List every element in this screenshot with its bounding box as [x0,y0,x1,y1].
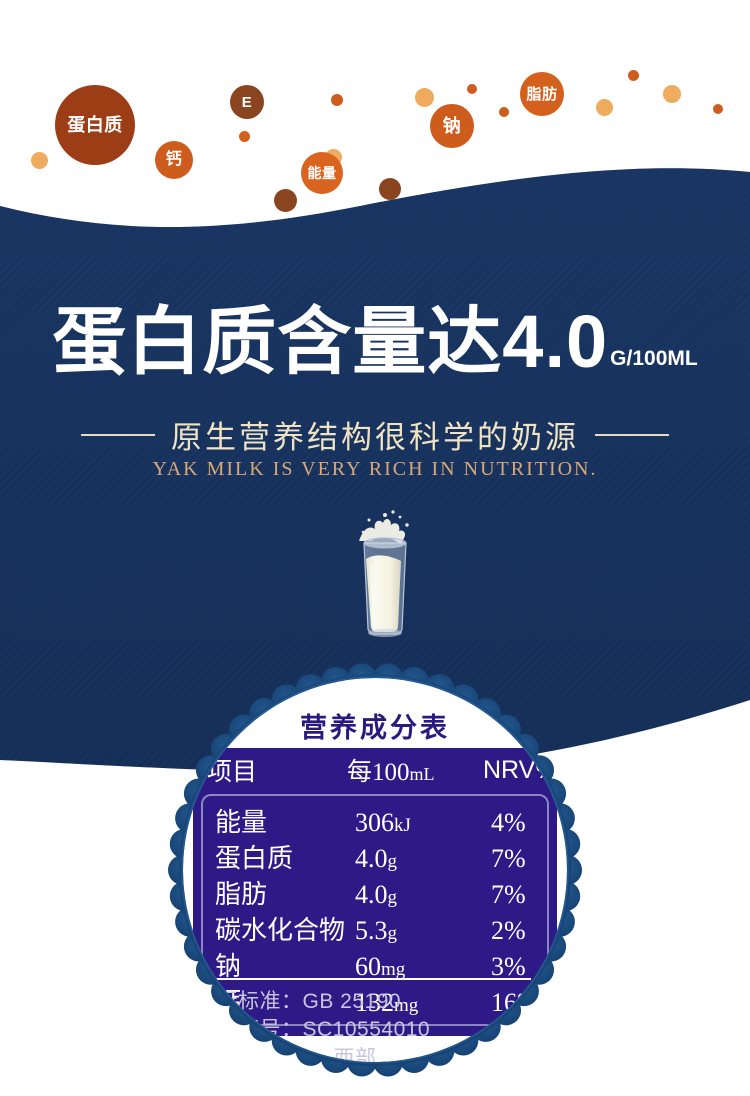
nutrition-row-name: 蛋白质 [215,843,294,873]
footer-standard: 执行标准：GB 25190 [195,990,402,1013]
decorative-dot [379,178,401,200]
nutrient-bubble: 钙 [155,141,193,179]
nutrition-row-nrv: 3% [491,952,526,981]
cap-content-clip: 营养成分表 项目 每100mL NRV% 能量 306kJ 4% 蛋白质 4.0g 7% 脂… [183,678,567,1070]
nutrient-bubble: E [230,85,264,119]
subtitle-rule-left [81,433,155,436]
nutrition-row: 碳水化合物 5.3g 2% [209,910,547,946]
headline-main: 蛋白质含量达4.0 [52,300,609,383]
decorative-dot [596,99,613,116]
nutrition-row-value: 4.0g [355,880,398,909]
subtitle-rule-right [595,433,669,436]
nutrition-row-name: 碳水化合物 [215,915,346,945]
nutrient-bubble-label: 能量 [307,165,337,181]
nutrient-bubble: 能量 [301,152,343,194]
subtitle-row: 原生营养结构很科学的奶源 [0,412,750,457]
nutrition-row-unit: kJ [394,815,411,836]
nutrition-row-name: 能量 [215,807,268,837]
headline-unit: G/100ML [610,347,698,370]
nutrition-row-unit: g [387,887,398,908]
nutrition-table-title: 营养成分表 [300,713,450,743]
decorative-dot [415,88,434,107]
nutrition-row-name: 钠 [215,951,242,981]
nutrient-bubble: 蛋白质 [55,85,135,165]
nutrient-bubble: 脂肪 [520,72,564,116]
decorative-dot [239,131,250,142]
nutrition-row-value: 5.3g [355,916,398,945]
nutrition-row: 脂肪 4.0g 7% [209,874,547,910]
decorative-dot [628,70,639,81]
nutrition-table: 项目 每100mL NRV% 能量 306kJ 4% 蛋白质 4.0g 7% 脂肪 4.0g 7… [193,748,558,1036]
nutrition-row-nrv: 4% [491,808,526,837]
nutrition-row: 能量 306kJ 4% [209,802,547,838]
nutrient-bubble-label: 钙 [165,151,183,168]
header-item: 项目 [207,758,258,786]
decorative-dot [331,94,343,106]
decorative-dot [274,189,297,212]
nutrition-row: 蛋白质 4.0g 7% [209,838,547,874]
nutrient-bubble-label: 蛋白质 [67,115,123,135]
decorative-dot [713,104,723,114]
nutrition-row-unit: g [387,923,398,944]
nutrition-row-nrv: 2% [491,916,526,945]
footer-divider [195,978,531,980]
nutrition-row-unit: mg [394,995,419,1016]
nutrient-bubble-label: 钠 [442,116,462,136]
subtitle-english: YAK MILK IS VERY RICH IN NUTRITION. [152,458,598,480]
decorative-dot [663,85,681,103]
decorative-dot [499,107,509,117]
nutrition-row-nrv: 7% [491,880,526,909]
nutrition-row-unit: mg [381,959,406,980]
milk-glass-image [345,505,425,637]
nutrition-row-name: 脂肪 [215,879,268,909]
nutrient-bubble-label: E [241,93,253,111]
nutrition-row-value: 4.0g [355,844,398,873]
nutrition-row-unit: g [387,851,398,872]
nutrition-row-value: 132mg [355,988,419,1017]
nutrient-bubble: 钠 [430,104,474,148]
nutrition-row-nrv: 7% [491,844,526,873]
nutrition-table-header: 项目 每100mL NRV% [193,748,558,792]
nutrition-row: 钠 60mg 3% [209,946,547,982]
subtitle-chinese: 原生营养结构很科学的奶源 [171,420,579,455]
decorative-dot [467,84,477,94]
footer-extra: 西部 [333,1046,377,1070]
nutrient-bubble-label: 脂肪 [526,85,558,103]
bottle-cap-nutrition-panel: 营养成分表 项目 每100mL NRV% 能量 306kJ 4% 蛋白质 4.0g 7% 脂… [165,660,585,1080]
headline: 蛋白质含量达4.0G/100ML [0,305,750,379]
header-per-100ml: 每100mL [347,759,435,786]
nutrition-row-value: 306kJ [355,808,411,837]
decorative-dot [31,152,48,169]
nutrition-row-value: 60mg [355,952,406,981]
